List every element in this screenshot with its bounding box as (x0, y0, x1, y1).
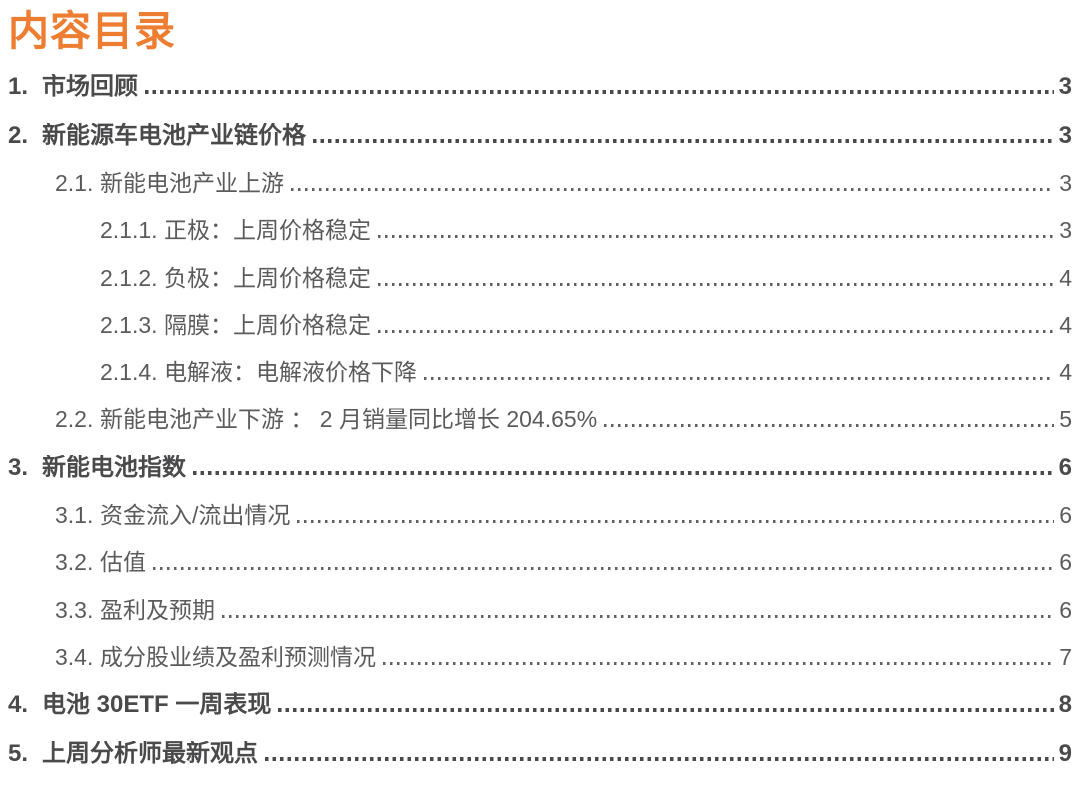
toc-entry-page: 3 (1058, 73, 1072, 101)
toc-entry-label: 估值 (100, 550, 146, 576)
toc-entry-label: 成分股业绩及盈利预测情况 (100, 644, 376, 670)
toc-entry-page: 8 (1058, 691, 1072, 719)
toc-entry[interactable]: 2.1.1. 正极：上周价格稳定 3 (0, 207, 1072, 254)
toc-leader-dots (265, 756, 1054, 761)
toc-entry-label: 盈利及预期 (100, 597, 215, 623)
toc-entry[interactable]: 2. 新能源车电池产业链价格 3 (0, 112, 1072, 160)
toc-entry-number: 2.1.3. (100, 311, 158, 338)
toc-leader-dots (145, 90, 1054, 95)
toc-entry-page: 9 (1058, 739, 1072, 767)
toc-entry-page: 3 (1059, 169, 1072, 196)
toc-entry-number: 5. (8, 739, 29, 767)
toc-entry-number: 3.4. (55, 643, 94, 670)
toc-entry[interactable]: 1. 市场回顾 3 (0, 63, 1072, 111)
toc-entry-page: 4 (1059, 311, 1072, 338)
toc-list: 1. 市场回顾 3 2. 新能源车电池产业链价格 3 2.1. 新能电池产业上游… (0, 63, 1072, 778)
toc-entry-page: 3 (1059, 217, 1072, 244)
toc-entry-label: 正极：上周价格稳定 (164, 218, 371, 244)
toc-entry-number: 4. (8, 691, 29, 719)
toc-entry-number: 2.2. (55, 406, 94, 433)
toc-leader-dots (313, 138, 1054, 143)
toc-leader-dots (378, 235, 1055, 239)
toc-entry-number: 1. (8, 73, 29, 101)
toc-entry-number: 3. (8, 453, 29, 481)
toc-leader-dots (424, 377, 1055, 381)
toc-entry[interactable]: 2.1. 新能电池产业上游 3 (0, 160, 1072, 207)
toc-entry-label: 电解液：电解液价格下降 (164, 360, 417, 386)
toc-leader-dots (278, 708, 1054, 713)
toc-entry[interactable]: 3.1. 资金流入/流出情况 6 (0, 492, 1072, 539)
toc-entry[interactable]: 2.1.2. 负极：上周价格稳定 4 (0, 255, 1072, 302)
toc-entry-label: 电池 30ETF 一周表现 (42, 692, 272, 719)
toc-entry-page: 6 (1058, 453, 1072, 481)
toc-entry-page: 4 (1059, 264, 1072, 291)
toc-entry-label: 负极：上周价格稳定 (164, 265, 371, 291)
toc-entry-label: 隔膜：上周价格稳定 (164, 312, 371, 338)
toc-entry-page: 5 (1059, 406, 1072, 433)
toc-entry-page: 6 (1059, 502, 1072, 529)
toc-entry[interactable]: 3.2. 估值 6 (0, 539, 1072, 586)
toc-entry-page: 7 (1059, 643, 1072, 670)
toc-entry-number: 3.3. (55, 596, 94, 623)
toc-leader-dots (291, 187, 1055, 191)
toc-entry[interactable]: 3.4. 成分股业绩及盈利预测情况 7 (0, 634, 1072, 681)
toc-entry[interactable]: 5. 上周分析师最新观点 9 (0, 730, 1072, 778)
toc-entry-number: 3.1. (55, 502, 94, 529)
toc-entry-label: 新能电池指数 (42, 454, 186, 481)
toc-entry-number: 2.1. (55, 169, 94, 196)
toc-entry-label: 市场回顾 (42, 74, 138, 101)
toc-leader-dots (297, 520, 1055, 524)
toc-entry-number: 2.1.2. (100, 264, 158, 291)
toc-entry-number: 2. (8, 121, 29, 149)
toc-entry-page: 3 (1058, 121, 1072, 149)
toc-leader-dots (153, 567, 1055, 571)
toc-entry[interactable]: 3. 新能电池指数 6 (0, 444, 1072, 492)
toc-entry-label: 上周分析师最新观点 (42, 740, 258, 767)
toc-leader-dots (378, 282, 1055, 286)
toc-entry[interactable]: 3.3. 盈利及预期 6 (0, 587, 1072, 634)
toc-entry-label: 新能电池产业上游 (100, 170, 284, 196)
toc-leader-dots (604, 424, 1055, 428)
toc-entry[interactable]: 2.2. 新能电池产业下游 ： 2 月销量同比增长 204.65% 5 (0, 396, 1072, 443)
toc-leader-dots (222, 614, 1055, 618)
toc-entry-label: 新能源车电池产业链价格 (42, 122, 306, 149)
toc-leader-dots (378, 329, 1055, 333)
toc-leader-dots (193, 470, 1054, 475)
toc-entry-page: 6 (1059, 596, 1072, 623)
toc-entry-number: 2.1.4. (100, 359, 158, 386)
toc-entry-page: 6 (1059, 549, 1072, 576)
toc-entry-label: 资金流入/流出情况 (100, 503, 291, 529)
toc-entry[interactable]: 2.1.4. 电解液：电解液价格下降 4 (0, 349, 1072, 396)
toc-entry-page: 4 (1059, 359, 1072, 386)
toc-entry-number: 2.1.1. (100, 217, 158, 244)
toc-entry[interactable]: 2.1.3. 隔膜：上周价格稳定 4 (0, 302, 1072, 349)
toc-leader-dots (383, 661, 1055, 665)
toc-entry[interactable]: 4. 电池 30ETF 一周表现 8 (0, 681, 1072, 729)
toc-entry-label: 新能电池产业下游 ： 2 月销量同比增长 204.65% (100, 407, 598, 433)
page-title: 内容目录 (8, 8, 176, 54)
toc-entry-number: 3.2. (55, 549, 94, 576)
